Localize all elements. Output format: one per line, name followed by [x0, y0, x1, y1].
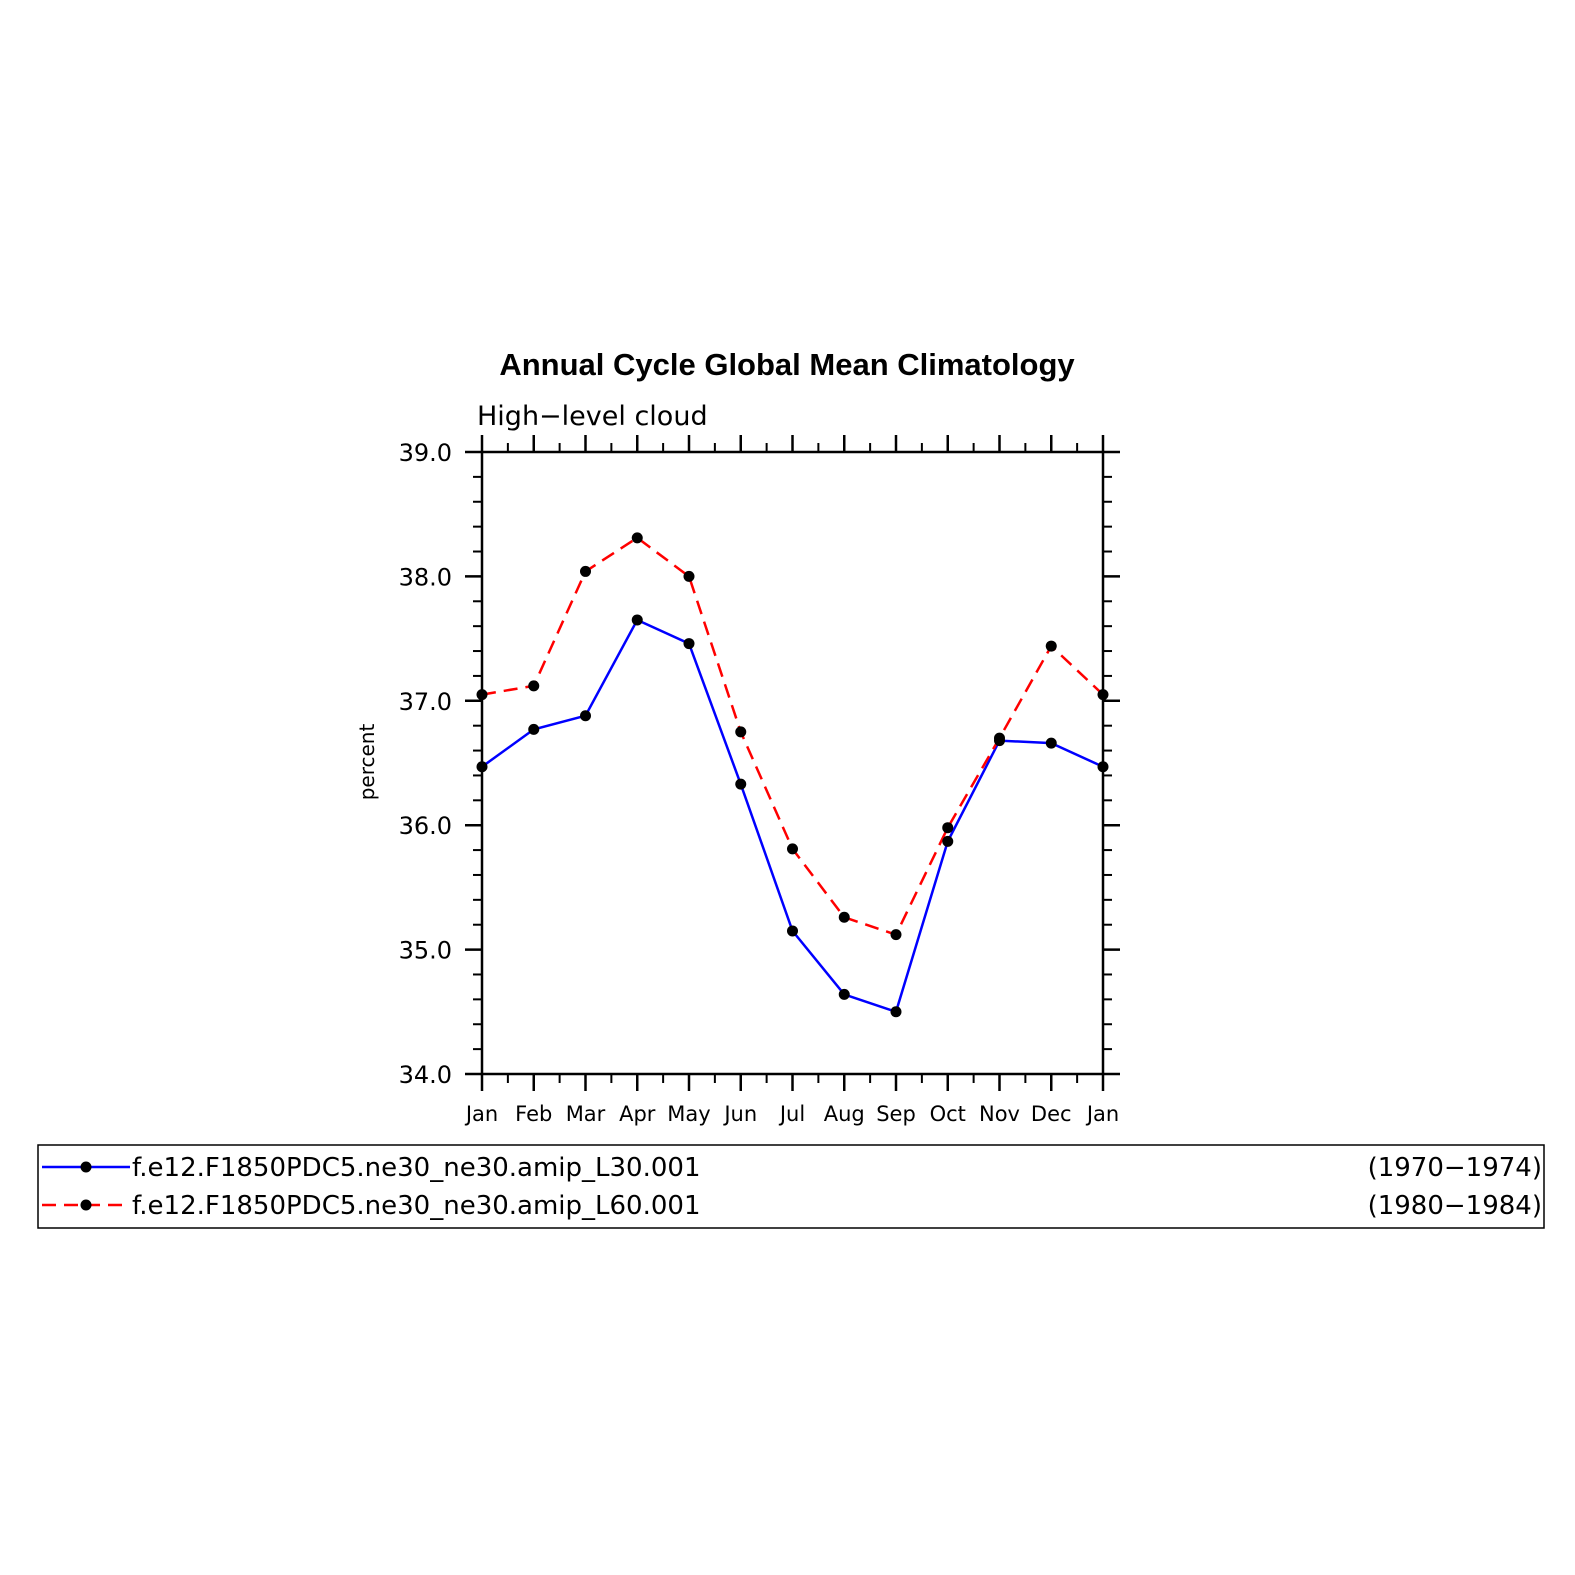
- series-1-point: [1097, 761, 1109, 773]
- y-tick-label: 35.0: [399, 937, 452, 965]
- x-tick-label: Jun: [722, 1102, 757, 1126]
- x-tick-label: Jul: [778, 1102, 805, 1126]
- y-axis-label: percent: [355, 724, 379, 801]
- x-tick-label: Sep: [876, 1102, 916, 1126]
- series-2-point: [994, 732, 1005, 744]
- series-line-1: [481, 618, 1104, 1014]
- x-tick-label: Jan: [1085, 1102, 1119, 1126]
- series-1-point: [476, 761, 488, 773]
- x-tick-label: Dec: [1031, 1102, 1072, 1126]
- y-tick-label: 37.0: [399, 688, 452, 716]
- legend-label-2: f.e12.F1850PDC5.ne30_ne30.amip_L60.001: [132, 1191, 700, 1221]
- series-2-point: [1097, 689, 1109, 701]
- series-2-point: [942, 822, 954, 834]
- x-tick-label: Nov: [979, 1102, 1020, 1126]
- x-tick-label: Apr: [619, 1102, 656, 1126]
- series-1-point: [890, 1006, 902, 1018]
- y-tick-label: 39.0: [399, 439, 452, 467]
- series-line-2: [481, 536, 1104, 937]
- series-2-point: [735, 726, 747, 738]
- legend-years-2: (1980−1984): [1368, 1191, 1542, 1221]
- series-1-point: [631, 614, 643, 626]
- series-2-point: [580, 565, 591, 577]
- legend: f.e12.F1850PDC5.ne30_ne30.amip_L30.001 (1…: [37, 1144, 1545, 1229]
- legend-marker-2: [80, 1199, 92, 1211]
- series-1-point: [838, 988, 850, 1000]
- series-2-point: [890, 929, 902, 941]
- series-1-point: [787, 925, 798, 937]
- plot-frame: [480, 450, 1105, 1076]
- series-2-point: [683, 570, 695, 582]
- x-tick-label: Aug: [824, 1102, 865, 1126]
- series-2-point: [838, 911, 850, 923]
- series-2-point: [631, 532, 643, 544]
- y-tick-label: 34.0: [399, 1061, 452, 1089]
- series-layer: [476, 532, 1109, 1018]
- series-2-point: [528, 680, 540, 692]
- x-tick-label: Oct: [930, 1102, 966, 1126]
- series-1-point: [1045, 737, 1057, 749]
- chart-title: Annual Cycle Global Mean Climatology: [499, 347, 1075, 382]
- x-tick-label: Jan: [464, 1102, 498, 1126]
- series-1-point: [683, 638, 695, 650]
- x-tick-label: Feb: [515, 1102, 552, 1126]
- x-tick-label: Mar: [566, 1102, 606, 1126]
- legend-marker-1: [80, 1161, 92, 1173]
- y-tick-label: 38.0: [399, 563, 452, 591]
- legend-years-1: (1970−1974): [1368, 1153, 1542, 1183]
- series-1-point: [580, 710, 591, 722]
- x-tick-label: May: [667, 1102, 710, 1126]
- y-tick-label: 36.0: [399, 812, 452, 840]
- legend-label-1: f.e12.F1850PDC5.ne30_ne30.amip_L30.001: [132, 1153, 700, 1183]
- series-2-point: [1045, 640, 1057, 652]
- series-2-point: [787, 843, 798, 855]
- series-1-point: [735, 778, 747, 790]
- legend-box: [37, 1144, 1545, 1229]
- series-1-point: [942, 835, 954, 847]
- series-2-point: [476, 689, 488, 701]
- chart-subtitle: High−level cloud: [477, 401, 708, 432]
- axes: 34.0 35.0 36.0 37.0 38.0 39.0 Jan Feb Mar Apr May J…: [399, 435, 1120, 1126]
- series-1-point: [528, 723, 540, 735]
